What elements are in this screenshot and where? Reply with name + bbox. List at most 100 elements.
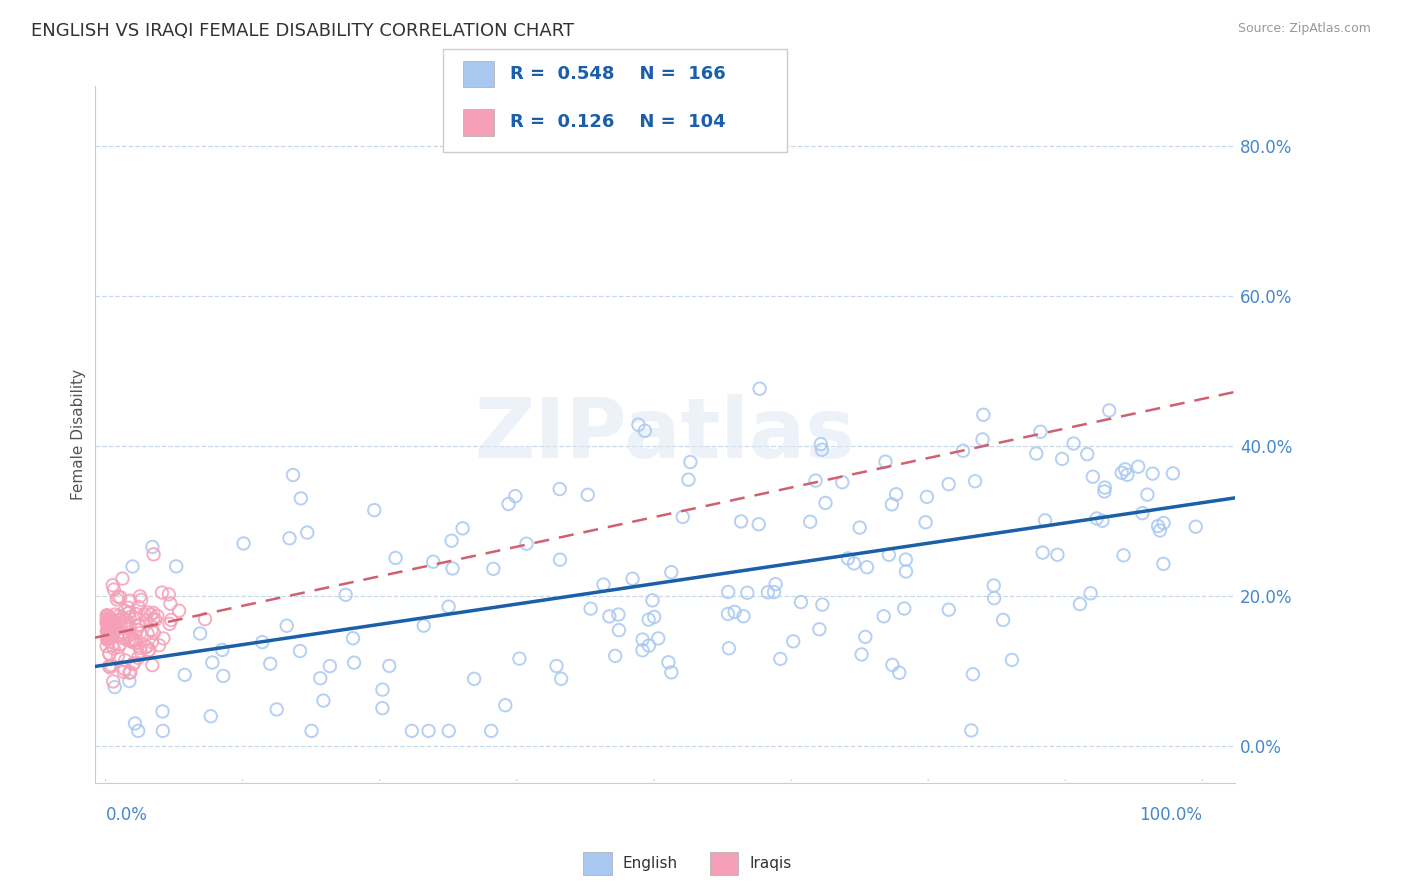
Point — [479, 723, 502, 738]
Point — [278, 531, 301, 545]
Point — [1081, 469, 1104, 483]
Point — [1112, 549, 1135, 563]
Point — [312, 693, 335, 707]
Point — [576, 488, 599, 502]
Point — [141, 623, 163, 637]
Point — [579, 601, 602, 615]
Point — [1085, 511, 1108, 525]
Point — [915, 490, 938, 504]
Point — [717, 585, 740, 599]
Point — [548, 482, 571, 496]
Point — [418, 723, 440, 738]
Point — [877, 548, 900, 562]
Point — [124, 632, 146, 647]
Point — [100, 658, 122, 673]
Point — [100, 612, 122, 626]
Point — [152, 723, 174, 738]
Point — [1161, 467, 1184, 481]
Point — [125, 607, 148, 621]
Point — [135, 640, 157, 654]
Point — [1149, 524, 1171, 538]
Point — [200, 709, 222, 723]
Point — [128, 619, 150, 633]
Point — [125, 636, 148, 650]
Point — [672, 509, 695, 524]
Point — [104, 680, 127, 694]
Point — [730, 515, 752, 529]
Point — [621, 572, 644, 586]
Point — [142, 547, 165, 561]
Text: ZIPatlas: ZIPatlas — [474, 394, 855, 475]
Point — [96, 615, 118, 630]
Point — [108, 637, 131, 651]
Point — [122, 657, 145, 671]
Point — [288, 644, 311, 658]
Point — [363, 503, 385, 517]
Point — [141, 658, 163, 673]
Point — [1142, 467, 1164, 481]
Point — [873, 609, 896, 624]
Point — [371, 701, 394, 715]
Point — [972, 433, 994, 447]
Point — [124, 611, 146, 625]
Point — [127, 599, 149, 614]
Point — [960, 723, 983, 738]
Point — [118, 632, 141, 647]
Point — [983, 578, 1005, 592]
Point — [769, 652, 792, 666]
Point — [120, 593, 142, 607]
Point — [103, 615, 125, 629]
Point — [814, 496, 837, 510]
Point — [212, 669, 235, 683]
Point — [1029, 425, 1052, 439]
Point — [98, 647, 121, 661]
Point — [141, 635, 163, 649]
Point — [737, 586, 759, 600]
Point — [157, 587, 180, 601]
Point — [152, 632, 174, 646]
Point — [98, 613, 121, 627]
Point — [194, 612, 217, 626]
Point — [120, 634, 142, 648]
Point — [638, 639, 661, 653]
Point — [96, 624, 118, 638]
Point — [114, 653, 136, 667]
Point — [290, 491, 312, 506]
Point — [678, 473, 700, 487]
Point — [1063, 436, 1085, 450]
Point — [112, 665, 135, 679]
Point — [112, 619, 135, 633]
Point — [875, 455, 897, 469]
Point — [96, 616, 118, 631]
Point — [135, 640, 157, 654]
Point — [97, 624, 120, 638]
Point — [842, 557, 865, 571]
Point — [1136, 487, 1159, 501]
Point — [1128, 459, 1150, 474]
Point — [96, 639, 118, 653]
Point — [723, 605, 745, 619]
Point — [110, 590, 132, 604]
Point — [117, 600, 139, 615]
Point — [100, 617, 122, 632]
Point — [136, 605, 159, 619]
Point — [96, 616, 118, 631]
Point — [894, 552, 917, 566]
Point — [121, 633, 143, 648]
Point — [143, 613, 166, 627]
Point — [107, 648, 129, 663]
Point — [831, 475, 853, 490]
Point — [1001, 653, 1024, 667]
Point — [657, 655, 679, 669]
Point — [1184, 519, 1206, 533]
Point — [232, 536, 254, 550]
Point — [138, 642, 160, 657]
Point — [98, 659, 121, 673]
Point — [643, 610, 665, 624]
Point — [142, 626, 165, 640]
Point — [889, 665, 911, 680]
Point — [717, 607, 740, 621]
Point — [98, 631, 121, 645]
Point — [118, 628, 141, 642]
Point — [276, 619, 298, 633]
